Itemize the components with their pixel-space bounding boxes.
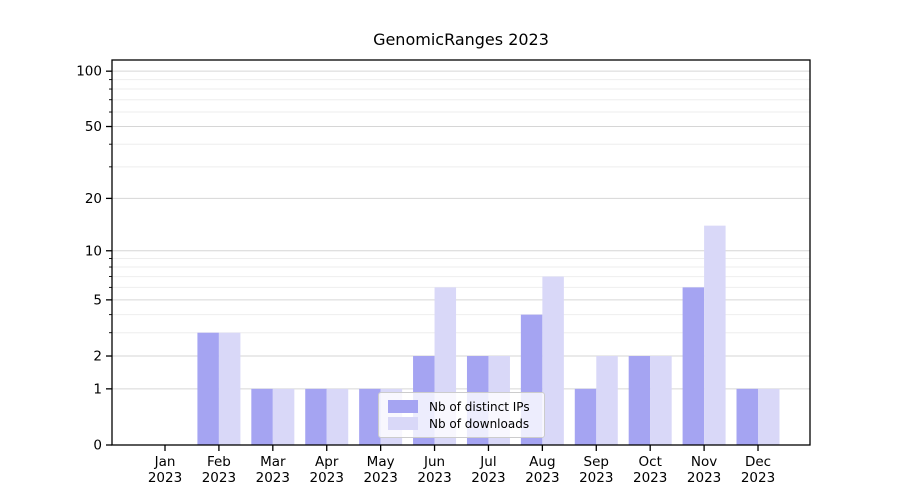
x-tick-label-year-Oct: 2023: [633, 470, 667, 486]
x-tick-label-month-Mar: Mar: [260, 454, 286, 470]
bar-distinct-ips-Feb: [197, 332, 219, 445]
bar-downloads-Feb: [218, 332, 241, 445]
bar-downloads-Nov: [704, 225, 726, 445]
x-tick-label-month-Feb: Feb: [207, 454, 231, 470]
bar-distinct-ips-Apr: [305, 388, 327, 445]
x-tick-label-year-Apr: 2023: [310, 470, 344, 486]
x-tick-label-year-Aug: 2023: [525, 470, 559, 486]
chart-legend: Nb of distinct IPs Nb of downloads: [378, 392, 545, 438]
x-tick-label-year-Feb: 2023: [202, 470, 236, 486]
x-tick-label-year-Jan: 2023: [148, 470, 182, 486]
x-tick-label-month-Apr: Apr: [315, 454, 339, 470]
bar-distinct-ips-Sep: [574, 388, 597, 445]
x-tick-label-month-May: May: [367, 454, 395, 470]
legend-label-distinct-ips: Nb of distinct IPs: [429, 399, 530, 414]
x-tick-label-month-Oct: Oct: [639, 454, 662, 470]
legend-item-distinct-ips: Nb of distinct IPs: [388, 400, 536, 413]
bar-distinct-ips-Mar: [251, 388, 273, 445]
y-tick-label-0: 0: [93, 438, 102, 454]
x-tick-label-year-Jul: 2023: [471, 470, 505, 486]
legend-label-downloads: Nb of downloads: [429, 416, 530, 431]
y-tick-label-10: 10: [85, 243, 102, 259]
x-tick-label-month-Jan: Jan: [154, 454, 176, 470]
bar-downloads-Oct: [650, 356, 672, 445]
x-tick-label-year-Dec: 2023: [741, 470, 775, 486]
x-tick-label-year-Sep: 2023: [579, 470, 613, 486]
bar-distinct-ips-Dec: [736, 388, 759, 445]
bar-downloads-Sep: [596, 356, 618, 445]
bar-distinct-ips-May: [359, 388, 381, 445]
x-tick-label-month-Dec: Dec: [745, 454, 771, 470]
y-tick-label-100: 100: [76, 64, 102, 80]
legend-swatch-distinct-ips: [388, 400, 418, 413]
chart-title: GenomicRanges 2023: [373, 30, 549, 49]
bar-downloads-Mar: [272, 388, 295, 445]
x-tick-label-year-Nov: 2023: [687, 470, 721, 486]
plot-border: [111, 59, 811, 446]
bar-downloads-Aug: [542, 276, 564, 445]
bar-distinct-ips-Nov: [682, 287, 705, 445]
x-tick-label-year-Mar: 2023: [256, 470, 290, 486]
bar-downloads-Dec: [758, 388, 780, 445]
x-tick-label-month-Jun: Jun: [423, 454, 445, 470]
x-tick-label-month-Jul: Jul: [479, 454, 496, 470]
legend-swatch-downloads: [388, 417, 418, 430]
bar-downloads-Apr: [326, 388, 349, 445]
y-tick-label-5: 5: [93, 292, 102, 308]
x-tick-label-month-Sep: Sep: [584, 454, 609, 470]
y-tick-label-1: 1: [93, 381, 102, 397]
x-tick-label-month-Aug: Aug: [529, 454, 555, 470]
y-tick-label-20: 20: [85, 191, 102, 207]
x-tick-label-year-Jun: 2023: [417, 470, 451, 486]
bar-distinct-ips-Oct: [628, 356, 651, 445]
legend-item-downloads: Nb of downloads: [388, 417, 536, 430]
x-tick-label-month-Nov: Nov: [691, 454, 717, 470]
y-tick-label-50: 50: [85, 119, 102, 135]
y-tick-label-2: 2: [93, 349, 102, 365]
x-tick-label-year-May: 2023: [363, 470, 397, 486]
